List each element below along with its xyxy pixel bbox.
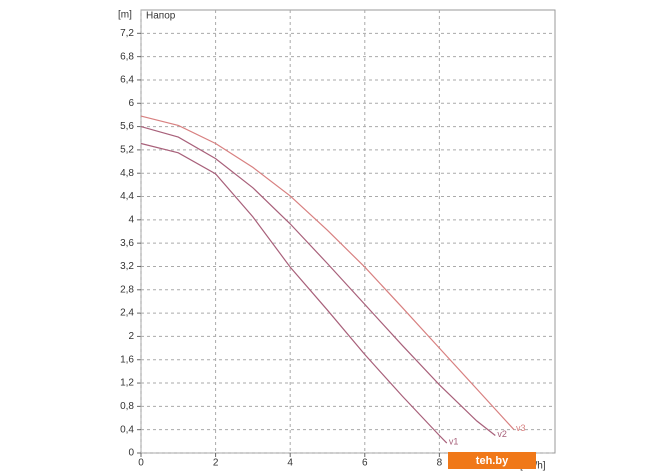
y-tick-label: 1,2 xyxy=(120,378,134,389)
x-tick-label: 4 xyxy=(287,458,293,469)
curve xyxy=(140,142,448,444)
x-tick-label: 6 xyxy=(362,458,368,469)
y-tick-label: 4,4 xyxy=(120,191,134,202)
y-tick-label: 6,8 xyxy=(120,51,134,62)
plot-frame xyxy=(140,9,556,454)
y-tick-label: 5,6 xyxy=(120,121,134,132)
y-tick-label: 4,8 xyxy=(120,168,134,179)
curve-label: v1 xyxy=(449,436,459,446)
y-tick-label: 0,4 xyxy=(120,424,134,435)
watermark-box xyxy=(448,452,536,469)
watermark: teh.by xyxy=(476,455,509,467)
y-tick-label: 6,4 xyxy=(120,75,134,86)
curve xyxy=(140,115,515,431)
y-axis-label: [m] xyxy=(118,10,132,21)
curve-label: v3 xyxy=(516,423,526,433)
y-tick-label: 3,2 xyxy=(120,261,134,272)
curve xyxy=(140,126,496,436)
y-tick-label: 5,2 xyxy=(120,145,134,156)
y-tick-label: 1,6 xyxy=(120,354,134,365)
y-tick-label: 7,2 xyxy=(120,28,134,39)
curve-label: v2 xyxy=(497,429,507,439)
y-tick-label: 2 xyxy=(128,331,134,342)
y-tick-label: 2,4 xyxy=(120,308,134,319)
y-tick-label: 3,6 xyxy=(120,238,134,249)
x-tick-label: 0 xyxy=(138,458,144,469)
y-tick-label: 6 xyxy=(128,98,134,109)
x-tick-label: 8 xyxy=(437,458,443,469)
x-tick-label: 2 xyxy=(213,458,219,469)
y-tick-label: 4 xyxy=(128,214,134,225)
chart-title: Напор xyxy=(146,11,176,22)
y-tick-label: 2,8 xyxy=(120,284,134,295)
y-tick-label: 0,8 xyxy=(120,401,134,412)
y-tick-label: 0 xyxy=(128,448,134,459)
